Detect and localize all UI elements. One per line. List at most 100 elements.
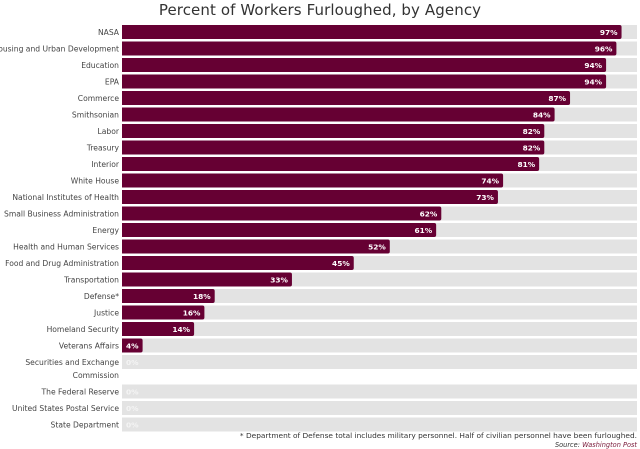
bar-track — [122, 338, 637, 353]
bar-edge — [122, 74, 126, 89]
bar-row: 0% United States Postal Service — [12, 401, 637, 415]
bar-row: 18% Defense* — [84, 289, 637, 303]
data-label: 14% — [172, 325, 190, 334]
bar — [122, 91, 571, 105]
category-label: Small Business Administration — [4, 209, 119, 218]
category-label: Commerce — [78, 94, 120, 103]
data-label: 52% — [368, 242, 386, 251]
bar-row: 97% NASA — [98, 25, 637, 39]
category-label: Defense* — [84, 292, 119, 301]
data-label: 81% — [517, 160, 535, 169]
bar — [122, 190, 498, 204]
bar-edge — [122, 173, 126, 188]
data-label: 82% — [523, 127, 541, 136]
data-label: 87% — [548, 94, 566, 103]
source-name: Washington Post — [582, 440, 637, 449]
data-label: 0% — [126, 358, 139, 367]
category-label: The Federal Reserve — [41, 387, 120, 396]
data-label: 33% — [270, 275, 288, 284]
category-label: Securities and Exchange — [25, 358, 119, 367]
bar-row: 0% Securities and Exchange Commission — [25, 355, 637, 380]
category-label: National Institutes of Health — [12, 193, 119, 202]
category-label: State Department — [51, 420, 119, 429]
bar — [122, 74, 607, 89]
bar — [122, 239, 390, 254]
bar-edge — [122, 239, 126, 254]
bar-row: 94% EPA — [105, 74, 637, 89]
bar-row: 14% Homeland Security — [47, 322, 637, 336]
bar-track — [122, 305, 637, 320]
bar — [122, 157, 540, 171]
bar — [122, 289, 215, 303]
bar-edge — [122, 107, 126, 122]
bar-edge — [122, 322, 126, 336]
bar-edge — [122, 124, 126, 138]
data-label: 0% — [126, 420, 139, 429]
bar-edge — [122, 272, 126, 287]
bar-row: 16% Justice — [93, 305, 637, 320]
bar-row: 81% Interior — [91, 157, 637, 171]
bar — [122, 206, 442, 221]
bar-edge — [122, 223, 126, 237]
bar-track — [122, 417, 637, 432]
bar-row: 96% Housing and Urban Development — [0, 41, 637, 56]
bar — [122, 338, 143, 353]
bar-edge — [122, 157, 126, 171]
bar-row: 62% Small Business Administration — [4, 206, 637, 221]
bar-edge — [122, 190, 126, 204]
category-label: Commission — [73, 371, 120, 380]
bar-row: 61% Energy — [92, 223, 637, 237]
source-label: Source: — [554, 440, 580, 449]
bar — [122, 140, 545, 155]
data-label: 94% — [584, 61, 602, 70]
data-label: 0% — [126, 404, 139, 413]
bar — [122, 124, 545, 138]
bar-track — [122, 401, 637, 415]
category-label: Treasury — [86, 143, 120, 152]
bar — [122, 41, 617, 56]
category-label: White House — [71, 176, 120, 185]
bar-edge — [122, 338, 126, 353]
bar-edge — [122, 91, 126, 105]
data-label: 45% — [332, 259, 350, 268]
category-label: Justice — [93, 308, 119, 317]
bar-edge — [122, 58, 126, 72]
bar — [122, 256, 354, 270]
data-label: 0% — [126, 387, 139, 396]
bar-row: 52% Health and Human Services — [13, 239, 637, 254]
footnote-text: * Department of Defense total includes m… — [239, 431, 637, 440]
category-label: Veterans Affairs — [59, 341, 119, 350]
bar — [122, 173, 504, 188]
bar-edge — [122, 305, 126, 320]
source-line: Source: Washington Post — [240, 441, 637, 449]
category-label: Transportation — [63, 275, 119, 284]
bar-edge — [122, 25, 126, 39]
data-label: 82% — [523, 143, 541, 152]
bar-row: 87% Commerce — [78, 91, 637, 105]
bar-edge — [122, 206, 126, 221]
bar-track — [122, 384, 637, 399]
bar-edge — [122, 140, 126, 155]
bar-row: 82% Treasury — [86, 140, 637, 155]
category-label: Health and Human Services — [13, 242, 119, 251]
category-label: Energy — [92, 226, 119, 235]
data-label: 94% — [584, 77, 602, 86]
data-label: 61% — [414, 226, 432, 235]
data-label: 18% — [193, 292, 211, 301]
category-label: United States Postal Service — [12, 404, 119, 413]
bar — [122, 272, 292, 287]
category-label: Food and Drug Administration — [5, 259, 119, 268]
bar-edge — [122, 256, 126, 270]
bar-row: 4% Veterans Affairs — [59, 338, 637, 353]
data-label: 16% — [183, 308, 201, 317]
bar-row: 0% The Federal Reserve — [41, 384, 637, 399]
category-label: Interior — [91, 160, 120, 169]
bar — [122, 25, 622, 39]
data-label: 62% — [420, 209, 438, 218]
data-label: 74% — [481, 176, 499, 185]
bar — [122, 322, 195, 336]
bar-row: 82% Labor — [98, 124, 637, 138]
bar-edge — [122, 41, 126, 56]
category-label: Homeland Security — [47, 325, 120, 334]
